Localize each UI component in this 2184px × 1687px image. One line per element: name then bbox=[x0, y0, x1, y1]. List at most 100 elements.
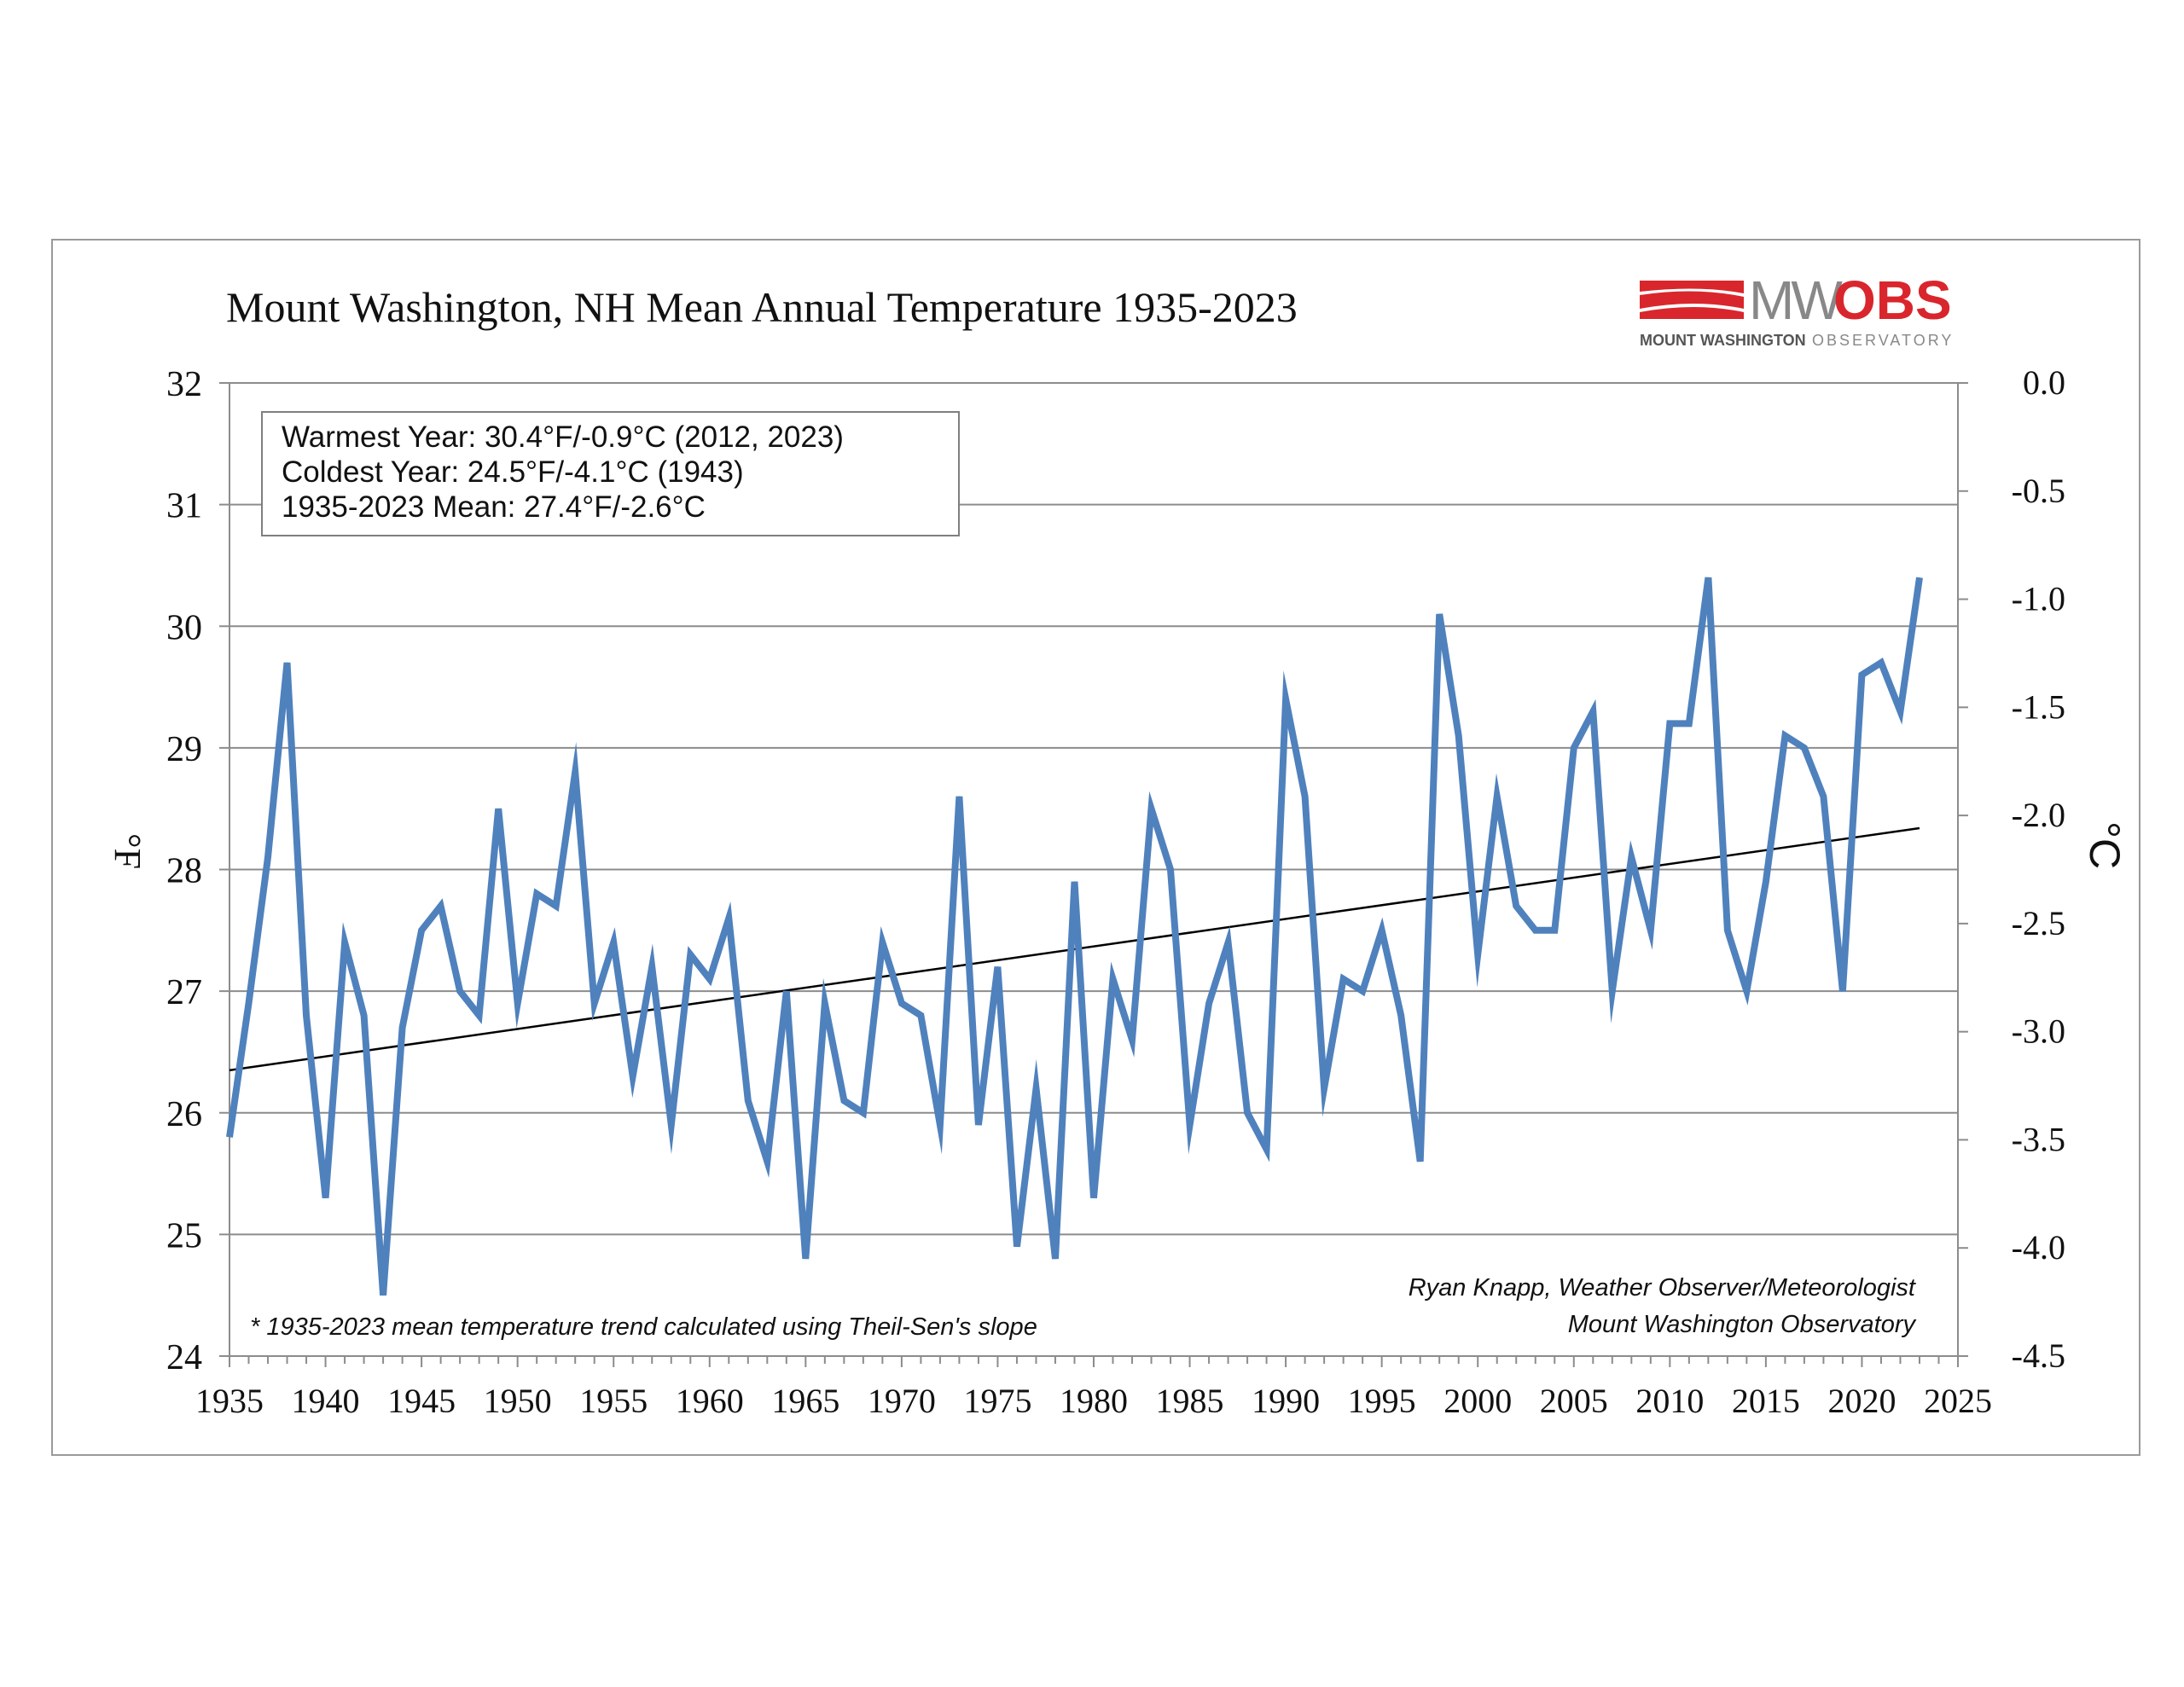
data-point bbox=[996, 966, 998, 968]
data-point bbox=[267, 856, 269, 858]
data-point bbox=[1438, 613, 1440, 615]
data-point bbox=[1822, 796, 1824, 797]
data-point bbox=[363, 1015, 365, 1017]
y-left-tick-label: 24 bbox=[166, 1338, 202, 1377]
data-point bbox=[344, 942, 346, 943]
data-point bbox=[881, 942, 883, 943]
x-tick-label: 2010 bbox=[1635, 1382, 1704, 1420]
x-tick-label: 2000 bbox=[1443, 1382, 1512, 1420]
x-axis-ticks: 1935 1940 1945 1950 1955 1960 1965 1970 1975 1980… bbox=[195, 1356, 1992, 1420]
series-group bbox=[226, 577, 1923, 1296]
data-point bbox=[248, 1002, 250, 1004]
stats-coldest: Coldest Year: 24.5°F/-4.1°C (1943) bbox=[282, 455, 744, 489]
y-axis-right-label: °C bbox=[2081, 821, 2129, 869]
y-left-tick-label: 30 bbox=[166, 608, 202, 647]
x-tick-label: 2020 bbox=[1827, 1382, 1896, 1420]
stats-warmest: Warmest Year: 30.4°F/-0.9°C (2012, 2023) bbox=[282, 420, 844, 454]
x-tick-label: 1990 bbox=[1252, 1382, 1320, 1420]
logo: MW OBS MOUNT WASHINGTON OBSERVATORY bbox=[1640, 270, 1954, 349]
y-axis-right-ticks: -4.5 -4.0 -3.5 -3.0 -2.5 -2.0 -1.5 -1.0 -0.5 0.0 bbox=[1958, 363, 2065, 1375]
data-point bbox=[574, 771, 576, 773]
data-point bbox=[824, 1002, 826, 1004]
y-left-tick-label: 29 bbox=[166, 730, 202, 769]
data-point bbox=[1093, 1197, 1095, 1199]
data-point bbox=[901, 1002, 903, 1004]
y-right-tick-label: -4.0 bbox=[2012, 1228, 2065, 1267]
data-point bbox=[1745, 990, 1747, 992]
x-tick-label: 1980 bbox=[1060, 1382, 1128, 1420]
data-point bbox=[1880, 662, 1882, 664]
stats-mean: 1935-2023 Mean: 27.4°F/-2.6°C bbox=[282, 490, 706, 524]
data-point bbox=[1323, 1087, 1325, 1089]
x-tick-label: 1975 bbox=[963, 1382, 1031, 1420]
data-point bbox=[1304, 796, 1306, 797]
credit-line-2: Mount Washington Observatory bbox=[1568, 1311, 1917, 1338]
y-right-tick-label: -0.5 bbox=[2012, 472, 2065, 510]
data-point bbox=[632, 1075, 634, 1077]
x-tick-label: 1955 bbox=[579, 1382, 648, 1420]
data-point bbox=[402, 1027, 404, 1029]
data-point bbox=[747, 1099, 749, 1101]
x-tick-label: 2025 bbox=[1924, 1382, 1992, 1420]
x-tick-label: 2005 bbox=[1540, 1382, 1608, 1420]
logo-subtitle-bold: MOUNT WASHINGTON bbox=[1640, 332, 1806, 349]
data-point bbox=[1400, 1015, 1402, 1017]
y-left-tick-label: 25 bbox=[166, 1216, 202, 1255]
data-point bbox=[1515, 905, 1517, 907]
chart-frame: Mount Washington, NH Mean Annual Tempera… bbox=[51, 239, 2140, 1456]
x-tick-label: 1970 bbox=[868, 1382, 936, 1420]
data-point bbox=[1458, 735, 1460, 737]
data-point bbox=[1784, 735, 1786, 737]
logo-subtitle-light: OBSERVATORY bbox=[1812, 332, 1954, 349]
data-point bbox=[786, 990, 787, 992]
stats-box: Warmest Year: 30.4°F/-0.9°C (2012, 2023)… bbox=[261, 411, 960, 536]
chart-title: Mount Washington, NH Mean Annual Tempera… bbox=[226, 283, 1298, 331]
data-point bbox=[229, 1136, 230, 1138]
y-right-tick-label: -1.0 bbox=[2012, 580, 2065, 618]
logo-mw: MW bbox=[1749, 270, 1843, 331]
x-tick-label: 1965 bbox=[771, 1382, 839, 1420]
y-left-tick-label: 28 bbox=[166, 852, 202, 891]
data-point bbox=[978, 1124, 979, 1126]
chart: Mount Washington, NH Mean Annual Tempera… bbox=[107, 270, 2129, 1420]
x-tick-label: 1940 bbox=[292, 1382, 360, 1420]
data-point bbox=[613, 942, 614, 943]
y-left-tick-label: 26 bbox=[166, 1095, 202, 1134]
data-point bbox=[766, 1161, 768, 1162]
x-tick-label: 1995 bbox=[1348, 1382, 1416, 1420]
data-point bbox=[594, 1002, 595, 1004]
footnote: * 1935-2023 mean temperature trend calcu… bbox=[250, 1313, 1037, 1341]
data-point bbox=[1919, 577, 1920, 578]
data-point bbox=[305, 1015, 307, 1017]
data-point bbox=[459, 990, 461, 992]
data-point bbox=[1592, 710, 1594, 712]
x-tick-label: 1960 bbox=[676, 1382, 744, 1420]
y-left-tick-label: 32 bbox=[166, 365, 202, 404]
data-point bbox=[1131, 1039, 1133, 1041]
stats-box-border bbox=[261, 411, 960, 536]
data-point bbox=[1112, 978, 1114, 980]
data-point bbox=[1170, 869, 1171, 870]
y-axis-left-label: °F bbox=[107, 833, 148, 869]
data-point bbox=[1573, 747, 1575, 749]
y-right-tick-label: -1.5 bbox=[2012, 687, 2065, 726]
data-point bbox=[517, 1002, 519, 1004]
x-tick-label: 1985 bbox=[1156, 1382, 1224, 1420]
data-point bbox=[1765, 881, 1767, 883]
x-tick-label: 1945 bbox=[387, 1382, 456, 1420]
x-tick-label: 2015 bbox=[1732, 1382, 1800, 1420]
data-point bbox=[1688, 722, 1690, 724]
logo-obs: OBS bbox=[1833, 270, 1952, 331]
temperature-series-line bbox=[226, 577, 1923, 1296]
data-point bbox=[1630, 856, 1632, 858]
data-point bbox=[651, 966, 653, 968]
y-right-tick-label: -3.5 bbox=[2012, 1120, 2065, 1158]
y-left-tick-label: 27 bbox=[166, 973, 202, 1012]
data-point bbox=[287, 662, 288, 664]
data-point bbox=[843, 1099, 845, 1101]
data-point bbox=[958, 796, 960, 797]
data-point bbox=[325, 1197, 327, 1199]
y-axis-left-ticks: 24 25 26 27 28 29 30 31 32 bbox=[166, 365, 229, 1377]
data-point bbox=[382, 1295, 384, 1296]
y-right-tick-label: -2.5 bbox=[2012, 904, 2065, 942]
